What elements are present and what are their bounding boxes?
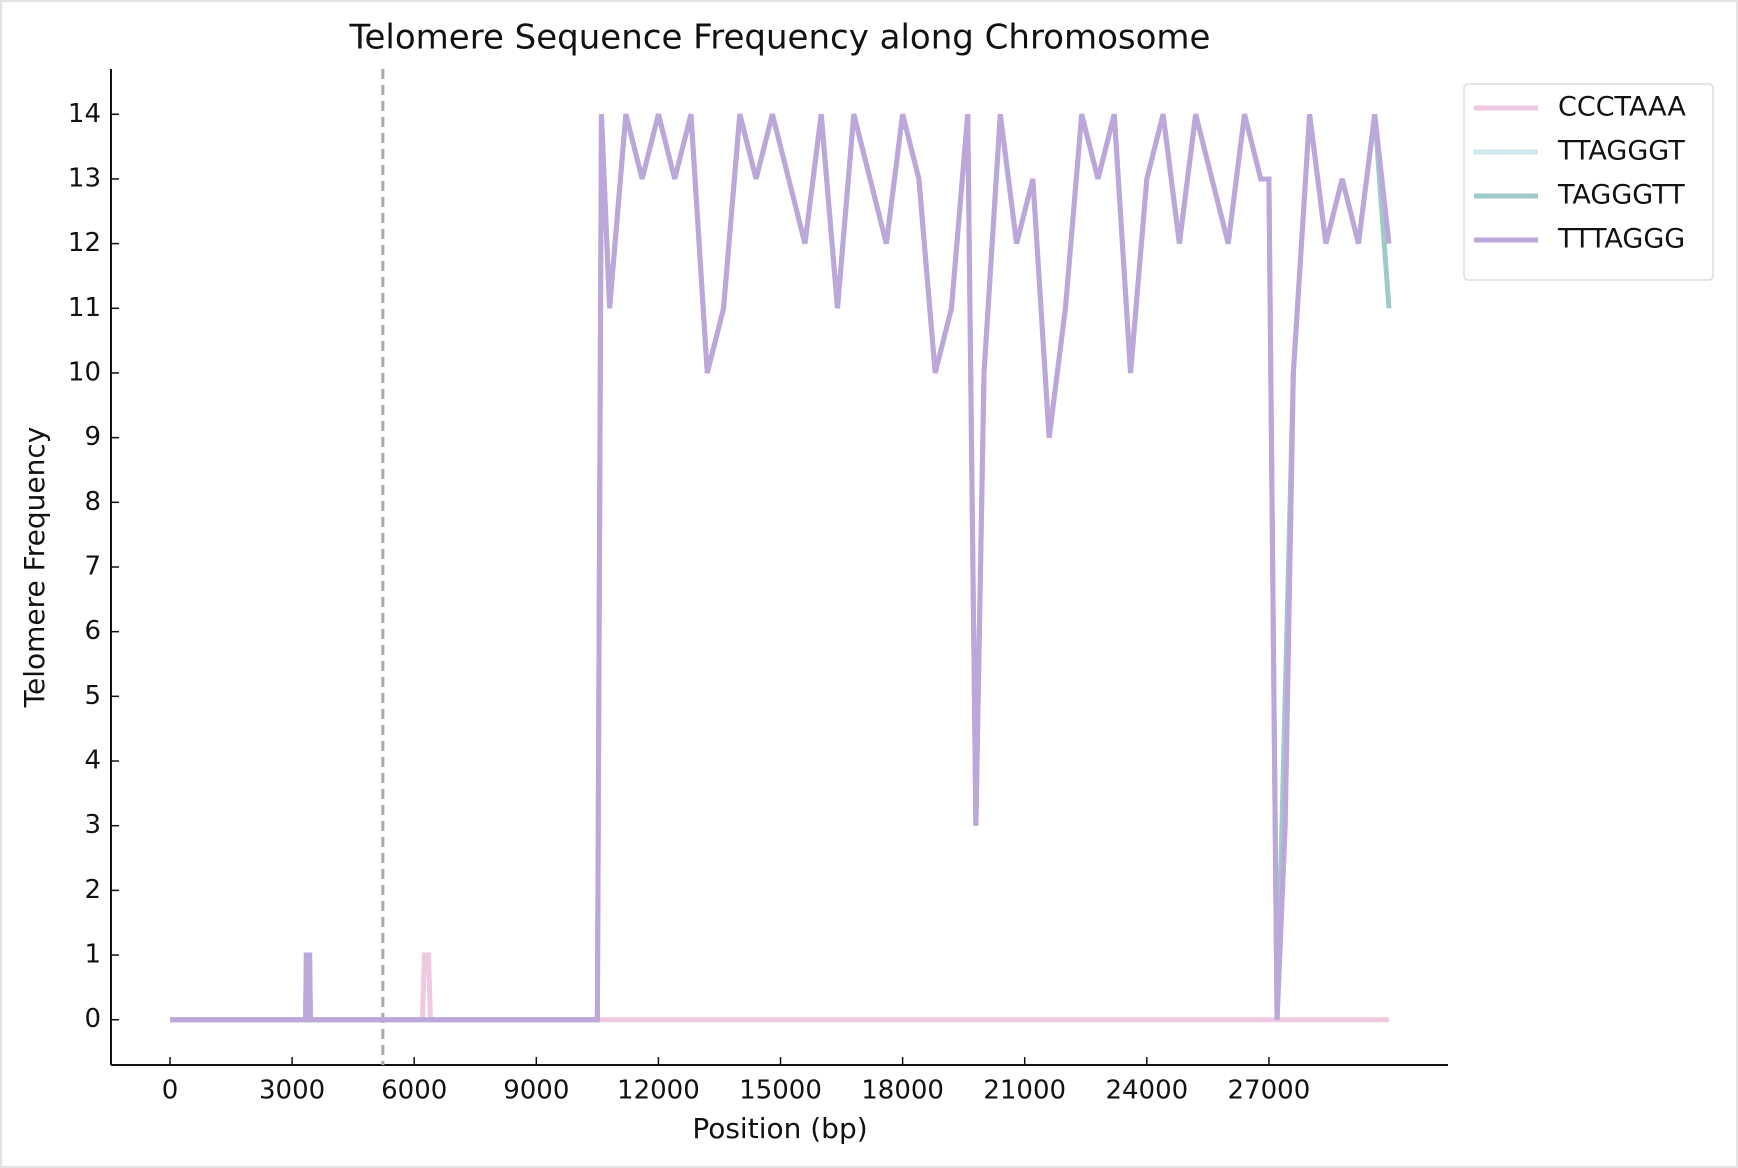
chart-title: Telomere Sequence Frequency along Chromo… [349, 18, 1211, 58]
y-tick-label: 6 [84, 616, 101, 646]
y-tick-label: 12 [68, 228, 101, 258]
x-tick-label: 21000 [983, 1076, 1066, 1106]
x-tick-label: 15000 [739, 1076, 822, 1106]
x-tick-label: 24000 [1105, 1076, 1188, 1106]
y-tick-label: 11 [68, 293, 101, 323]
series-line [170, 113, 1392, 1023]
y-tick-label: 0 [84, 1004, 101, 1034]
x-tick-label: 9000 [503, 1076, 569, 1106]
x-tick-label: 18000 [861, 1076, 944, 1106]
y-tick-label: 4 [84, 746, 101, 776]
series-line [170, 952, 1389, 1023]
legend-box [1463, 83, 1714, 281]
x-axis-label: Position (bp) [692, 1112, 867, 1145]
y-tick-label: 5 [84, 681, 101, 711]
y-tick-label: 8 [84, 487, 101, 517]
x-tick-label: 6000 [381, 1076, 447, 1106]
x-tick-label: 0 [162, 1076, 179, 1106]
y-tick-label: 1 [84, 940, 101, 970]
y-tick-label: 14 [68, 99, 101, 129]
series-line [170, 113, 1392, 1023]
series-line [170, 113, 1392, 1023]
y-tick-label: 7 [84, 552, 101, 582]
y-tick-label: 10 [68, 357, 101, 387]
legend-label: TAGGGTT [1557, 180, 1685, 211]
legend-label: CCCTAAA [1558, 92, 1686, 123]
y-tick-label: 2 [84, 875, 101, 905]
legend-label: TTTAGGG [1557, 224, 1685, 255]
legend-label: TTAGGGT [1557, 136, 1685, 167]
x-tick-label: 3000 [259, 1076, 325, 1106]
x-tick-label: 27000 [1228, 1076, 1311, 1106]
x-tick-label: 12000 [617, 1076, 700, 1106]
y-tick-label: 9 [84, 422, 101, 452]
y-tick-label: 13 [68, 163, 101, 193]
legend: CCCTAAA TTAGGGT TAGGGTT TTTAGGG [1463, 83, 1714, 281]
y-tick-label: 3 [84, 810, 101, 840]
y-axis-label: Telomere Frequency [18, 427, 51, 709]
